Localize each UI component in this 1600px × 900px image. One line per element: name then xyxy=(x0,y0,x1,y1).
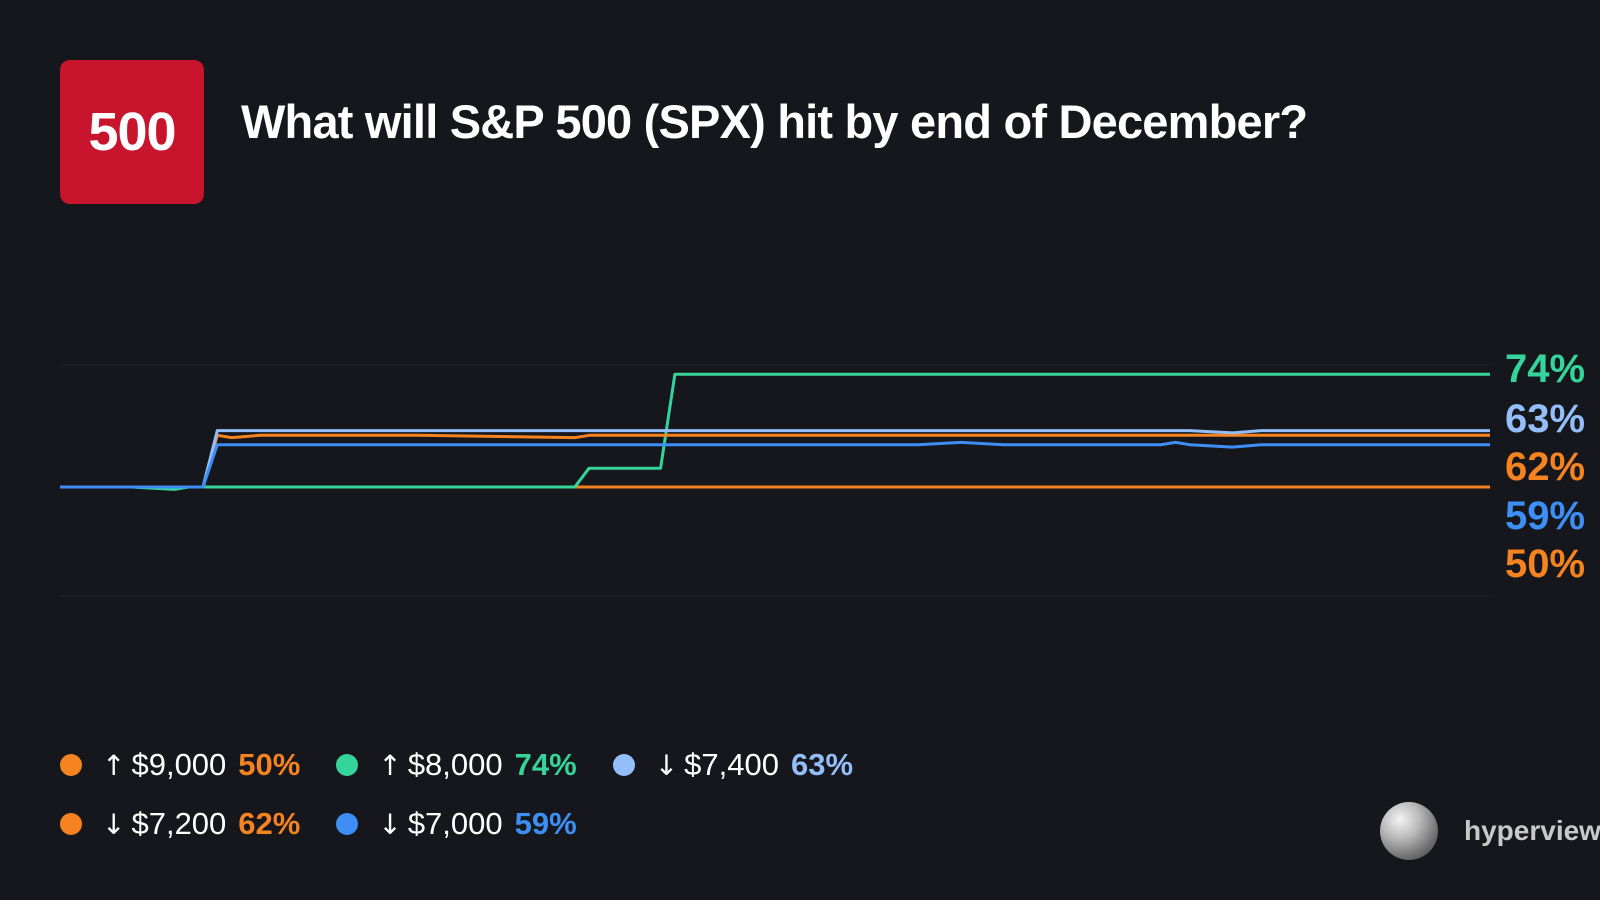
chart-legend: ↑ $9,000 50% ↑ $8,000 74% ↓ $7,400 63% ↓ $7,200 62… xyxy=(60,745,889,863)
page-title: What will S&P 500 (SPX) hit by end of De… xyxy=(241,95,1308,148)
end-value-label: 59% xyxy=(1505,494,1585,538)
legend-percent: 50% xyxy=(238,747,301,782)
legend-item: ↓ $7,000 59% xyxy=(336,806,577,842)
logo-badge: 500 xyxy=(60,60,204,204)
line-chart: 74% 63%62% 59%50% xyxy=(60,347,1585,597)
legend-item: ↓ $7,200 62% xyxy=(60,806,300,842)
series-line-7000 xyxy=(60,440,1490,489)
legend-dot-icon xyxy=(336,813,359,835)
legend-dot-icon xyxy=(60,813,82,835)
arrow-up-icon: ↑ xyxy=(102,748,126,782)
legend-label: $7,200 xyxy=(131,806,227,841)
brand-name: hyperview xyxy=(1464,815,1600,846)
legend-label: $7,400 xyxy=(684,747,779,782)
end-value-label: 50% xyxy=(1505,542,1585,586)
legend-percent: 63% xyxy=(790,747,854,782)
end-value-label: 63% xyxy=(1505,397,1585,441)
end-value-label: 74% xyxy=(1505,347,1585,391)
legend-label: $8,000 xyxy=(407,747,503,782)
legend-dot-icon xyxy=(60,754,82,776)
end-value-label: 62% xyxy=(1505,445,1585,489)
arrow-down-icon: ↓ xyxy=(654,748,679,782)
legend-dot-icon xyxy=(336,754,359,776)
series-line-7200 xyxy=(60,433,1490,489)
legend-percent: 62% xyxy=(238,806,301,841)
brand-mark: hyperview xyxy=(1380,802,1600,860)
brand-logo-icon xyxy=(1380,802,1438,860)
legend-row: ↓ $7,200 62% ↓ $7,000 59% xyxy=(60,804,889,844)
legend-row: ↑ $9,000 50% ↑ $8,000 74% ↓ $7,400 63% xyxy=(60,745,889,785)
legend-label: $7,000 xyxy=(407,806,503,841)
series-line-7400 xyxy=(60,429,1490,489)
legend-item: ↓ $7,400 63% xyxy=(612,747,854,783)
arrow-down-icon: ↓ xyxy=(102,807,126,841)
legend-item: ↑ $9,000 50% xyxy=(60,747,300,783)
legend-percent: 59% xyxy=(514,806,577,841)
legend-dot-icon xyxy=(612,754,635,776)
arrow-down-icon: ↓ xyxy=(378,807,402,841)
legend-percent: 74% xyxy=(514,747,577,782)
legend-item: ↑ $8,000 74% xyxy=(336,747,577,783)
legend-label: $9,000 xyxy=(131,747,227,782)
arrow-up-icon: ↑ xyxy=(378,748,402,782)
